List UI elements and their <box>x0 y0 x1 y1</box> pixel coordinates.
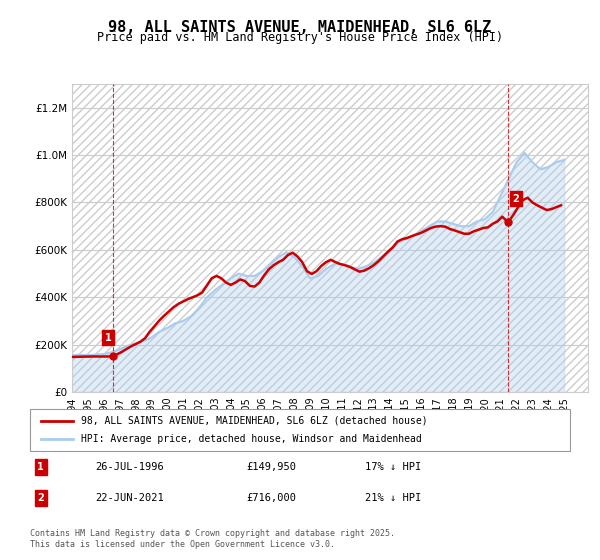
Text: 98, ALL SAINTS AVENUE, MAIDENHEAD, SL6 6LZ: 98, ALL SAINTS AVENUE, MAIDENHEAD, SL6 6… <box>109 20 491 35</box>
Point <box>503 218 513 227</box>
Text: 17% ↓ HPI: 17% ↓ HPI <box>365 462 421 472</box>
Text: Price paid vs. HM Land Registry's House Price Index (HPI): Price paid vs. HM Land Registry's House … <box>97 31 503 44</box>
Text: 2: 2 <box>37 493 44 503</box>
Text: 2: 2 <box>513 194 520 204</box>
Text: 21% ↓ HPI: 21% ↓ HPI <box>365 493 421 503</box>
Text: 26-JUL-1996: 26-JUL-1996 <box>95 462 164 472</box>
Text: 1: 1 <box>104 333 111 343</box>
Text: £149,950: £149,950 <box>246 462 296 472</box>
Text: HPI: Average price, detached house, Windsor and Maidenhead: HPI: Average price, detached house, Wind… <box>82 434 422 444</box>
Text: 1: 1 <box>37 462 44 472</box>
FancyBboxPatch shape <box>30 409 570 451</box>
Text: 22-JUN-2021: 22-JUN-2021 <box>95 493 164 503</box>
Text: Contains HM Land Registry data © Crown copyright and database right 2025.
This d: Contains HM Land Registry data © Crown c… <box>30 529 395 549</box>
Point <box>108 352 118 361</box>
Text: 98, ALL SAINTS AVENUE, MAIDENHEAD, SL6 6LZ (detached house): 98, ALL SAINTS AVENUE, MAIDENHEAD, SL6 6… <box>82 416 428 426</box>
Text: £716,000: £716,000 <box>246 493 296 503</box>
